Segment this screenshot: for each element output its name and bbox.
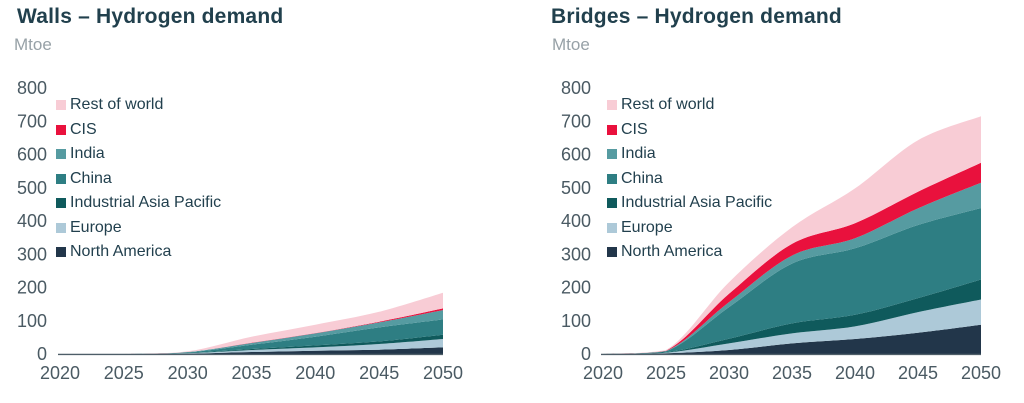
legend-item: India [56, 142, 221, 167]
x-tick-label: 2035 [231, 363, 271, 383]
legend-item: North America [607, 240, 772, 265]
legend-label: North America [621, 243, 723, 261]
area-north-america [603, 324, 981, 354]
legend-swatch [607, 124, 617, 135]
legend-label: CIS [621, 120, 648, 138]
y-tick-label: 700 [17, 111, 47, 131]
legend-item: Industrial Asia Pacific [56, 191, 221, 216]
legend-item: Europe [56, 216, 221, 241]
legend-item: Rest of world [56, 93, 221, 118]
legend-swatch [607, 149, 617, 160]
chart-title: Bridges – Hydrogen demand [551, 5, 842, 28]
area-industrial-asia-pacific [60, 334, 443, 354]
x-tick-label: 2025 [104, 363, 144, 383]
bridges-chart-panel: 0 100 200 300 400 500 600 700 800 2020 2025 2030 203… [524, 0, 1024, 403]
legend-label: CIS [70, 120, 97, 138]
legend-label: China [70, 169, 112, 187]
legend-item: CIS [607, 118, 772, 143]
y-tick-label: 400 [561, 211, 591, 231]
y-tick-label: 800 [561, 78, 591, 98]
legend-swatch [56, 100, 66, 111]
legend: Rest of world CIS India China Industrial Asi… [56, 93, 221, 265]
legend-label: Industrial Asia Pacific [70, 194, 222, 212]
y-tick-label: 200 [561, 278, 591, 298]
x-tick-label: 2045 [898, 363, 938, 383]
y-tick-label: 700 [561, 111, 591, 131]
x-tick-label: 2040 [835, 363, 875, 383]
legend-label: Europe [621, 218, 673, 236]
unit-label: Mtoe [14, 35, 52, 54]
legend-swatch [56, 173, 66, 184]
legend-swatch [607, 247, 617, 258]
legend-label: India [70, 145, 105, 163]
x-tick-label: 2050 [423, 363, 463, 383]
y-tick-label: 600 [17, 145, 47, 165]
legend-swatch [56, 222, 66, 233]
legend-label: China [621, 169, 663, 187]
y-tick-label: 100 [561, 311, 591, 331]
area-rest-of-world [603, 116, 981, 354]
bridges-stacked-area-chart: 0 100 200 300 400 500 600 700 800 2020 2025 2030 203… [561, 78, 1001, 383]
y-tick-label: 800 [17, 78, 47, 98]
x-tick-label: 2035 [772, 363, 812, 383]
legend-swatch [56, 247, 66, 258]
area-europe [603, 299, 981, 354]
legend-label: Europe [70, 218, 122, 236]
legend-swatch [607, 173, 617, 184]
legend-swatch [607, 100, 617, 111]
y-tick-label: 400 [17, 211, 47, 231]
legend-item: North America [56, 240, 221, 265]
area-rest-of-world [60, 292, 443, 354]
legend-swatch [607, 198, 617, 209]
area-china [603, 208, 981, 354]
legend-item: Europe [607, 216, 772, 241]
legend-label: Rest of world [621, 96, 715, 114]
area-china [60, 319, 443, 354]
x-tick-label: 2025 [646, 363, 686, 383]
walls-chart-panel: 0 100 200 300 400 500 600 700 800 2020 2025 2030 203… [14, 5, 463, 383]
area-cis [603, 162, 981, 354]
legend-item: China [56, 167, 221, 192]
y-tick-label: 100 [17, 311, 47, 331]
legend-item: China [607, 167, 772, 192]
legend-swatch [56, 124, 66, 135]
x-tick-label: 2040 [295, 363, 335, 383]
legend-swatch [607, 222, 617, 233]
x-tick-label: 2030 [709, 363, 749, 383]
x-tick-label: 2020 [40, 363, 80, 383]
legend-item: Industrial Asia Pacific [607, 191, 772, 216]
y-tick-label: 200 [17, 278, 47, 298]
y-tick-label: 600 [561, 145, 591, 165]
y-tick-label: 500 [561, 178, 591, 198]
legend-item: India [607, 142, 772, 167]
legend-label: Rest of world [70, 96, 164, 114]
legend: Rest of world CIS India China Industrial Asi… [607, 93, 772, 265]
legend-item: Rest of world [607, 93, 772, 118]
y-tick-label: 0 [581, 344, 591, 364]
y-tick-label: 300 [17, 244, 47, 264]
legend-label: North America [70, 243, 172, 261]
unit-label: Mtoe [552, 35, 590, 54]
x-tick-label: 2030 [168, 363, 208, 383]
chart-title: Walls – Hydrogen demand [17, 5, 284, 28]
legend-swatch [56, 198, 66, 209]
y-tick-label: 300 [561, 244, 591, 264]
legend-item: CIS [56, 118, 221, 143]
legend-swatch [56, 149, 66, 160]
x-tick-label: 2045 [359, 363, 399, 383]
y-tick-label: 0 [37, 344, 47, 364]
walls-stacked-area-chart: 0 100 200 300 400 500 600 700 800 2020 2025 2030 203… [17, 78, 463, 383]
area-north-america [60, 347, 443, 354]
legend-label: India [621, 145, 656, 163]
area-europe [60, 339, 443, 354]
area-india [603, 182, 981, 354]
x-tick-label: 2020 [583, 363, 623, 383]
x-tick-label: 2050 [961, 363, 1001, 383]
legend-label: Industrial Asia Pacific [621, 194, 773, 212]
y-tick-label: 500 [17, 178, 47, 198]
